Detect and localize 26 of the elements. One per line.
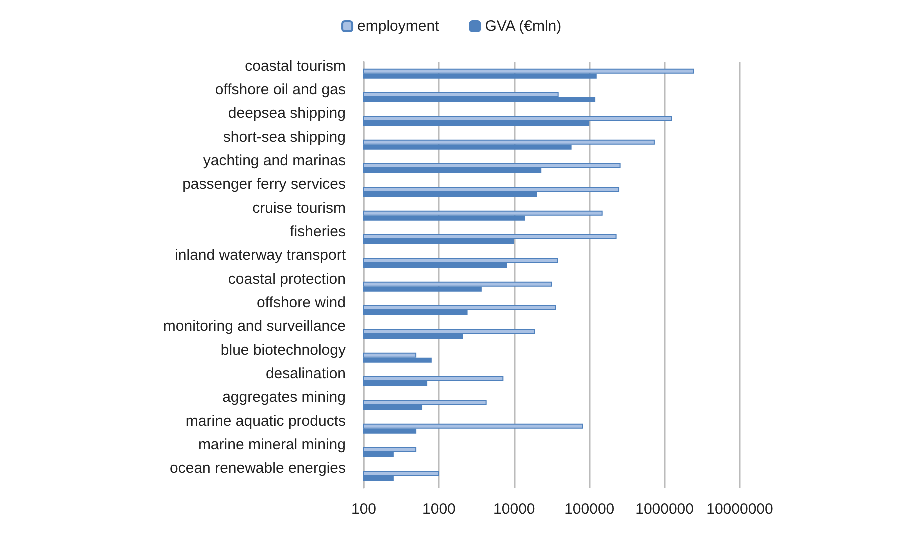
x-tick-label: 10000 [494,501,536,518]
y-tick-label: aggregates mining [222,389,346,406]
y-tick-label: offshore wind [257,294,346,312]
y-tick-label: offshore oil and gas [215,82,346,98]
x-tick-label: 1000 [422,501,456,518]
y-tick-label: marine mineral mining [198,436,346,454]
y-tick-label: inland waterway transport [175,247,347,264]
x-tick-label: 1000000 [636,501,694,518]
y-tick-label: ocean renewable energies [170,460,346,478]
y-tick-label: cruise tourism [252,200,346,217]
legend-label: GVA (€mln) [485,18,562,35]
y-tick-label: fisheries [290,224,346,240]
y-tick-label: blue biotechnology [220,342,346,359]
x-tick-label: 100 [351,501,377,518]
y-tick-label: passenger ferry services [182,176,346,194]
y-tick-label: desalination [266,366,346,382]
x-tick-label: 100000 [564,501,615,518]
y-tick-label: deepsea shipping [228,105,346,122]
y-tick-label: short-sea shipping [223,128,346,146]
y-tick-label: coastal protection [228,270,346,288]
y-tick-label: yachting and marinas [203,152,346,170]
legend-label: employment [358,18,440,35]
y-tick-label: monitoring and surveillance [163,318,346,336]
x-tick-label: 10000000 [706,501,774,518]
y-tick-label: marine aquatic products [186,412,346,430]
y-tick-label: coastal tourism [245,58,346,75]
